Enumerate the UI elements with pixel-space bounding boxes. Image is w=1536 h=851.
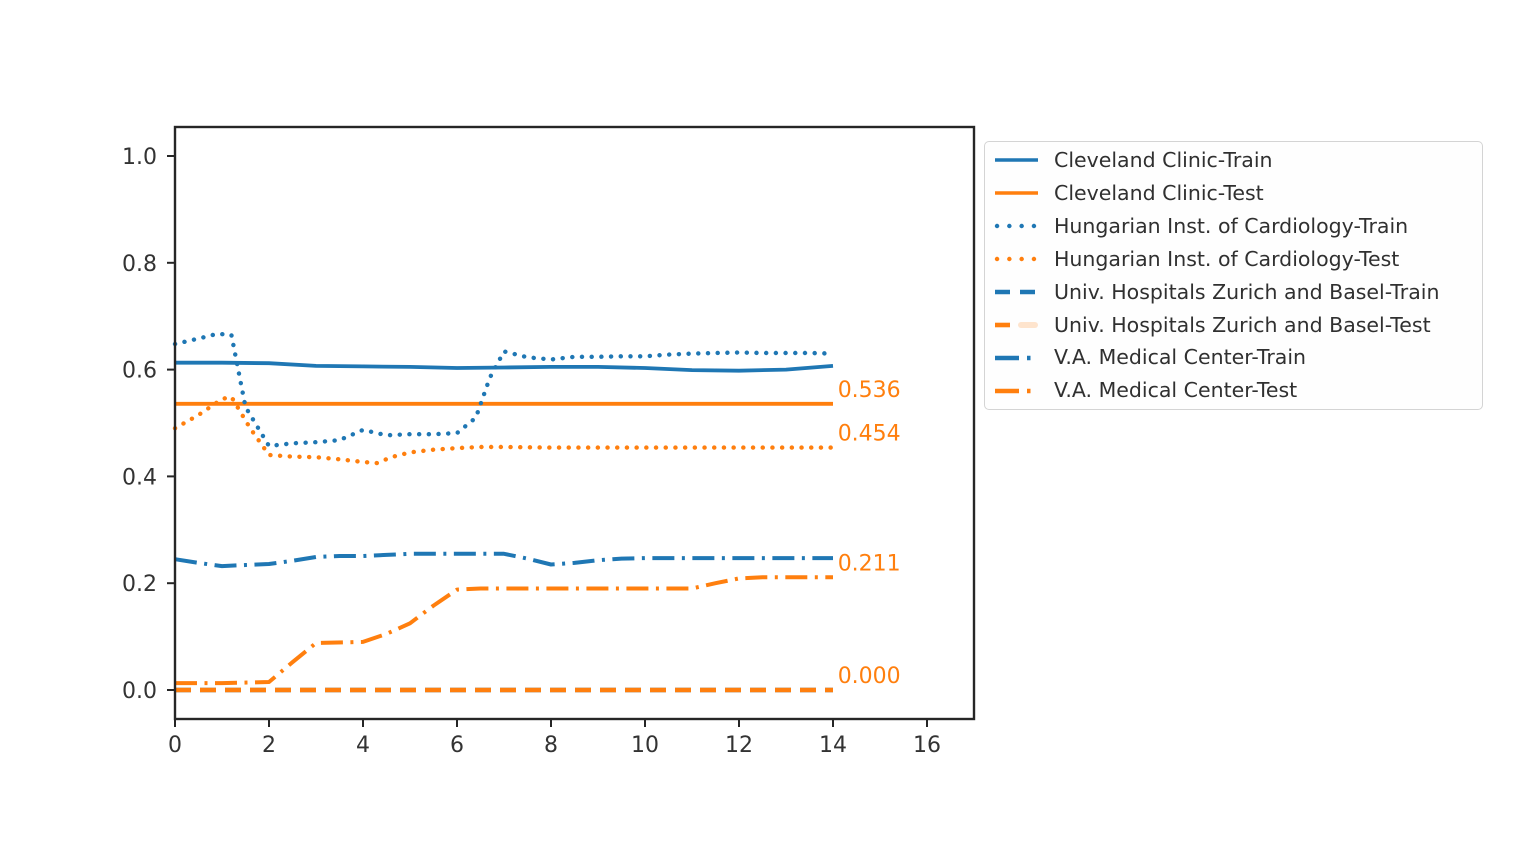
y-tick-label: 0.4 [122, 465, 157, 490]
legend-label: Univ. Hospitals Zurich and Basel-Train [1054, 279, 1440, 304]
x-tick-label: 2 [262, 733, 276, 758]
y-tick-label: 0.6 [122, 359, 157, 384]
annotation-0.211: 0.211 [838, 551, 901, 576]
y-tick-label: 0.2 [122, 572, 157, 597]
annotation-0.454: 0.454 [838, 422, 901, 447]
legend-label: Univ. Hospitals Zurich and Basel-Test [1054, 312, 1431, 337]
legend-item-v-a-medical-center-train: V.A. Medical Center-Train [994, 341, 1476, 374]
legend-label: Hungarian Inst. of Cardiology-Test [1054, 246, 1400, 271]
x-tick-label: 10 [631, 733, 659, 758]
legend-item-cleveland-clinic-test: Cleveland Clinic-Test [994, 177, 1476, 210]
series-lines [172, 331, 836, 693]
series-line-hungarian-inst-of-cardiology-test [172, 394, 836, 466]
solid-line-sample-icon [995, 191, 1038, 196]
x-tick-label: 6 [450, 733, 464, 758]
x-tick-label: 14 [819, 733, 847, 758]
solid-line-sample-icon [995, 158, 1038, 163]
plot-border [173, 125, 976, 721]
dashdot-line-sample-icon [995, 388, 1038, 393]
legend-item-hungarian-inst-of-cardiology-train: Hungarian Inst. of Cardiology-Train [994, 210, 1476, 243]
legend-label: Cleveland Clinic-Test [1054, 181, 1264, 206]
y-tick-label: 0.0 [122, 679, 157, 704]
dotted-line-sample-icon [994, 256, 1039, 262]
dashed-line-sample-icon [995, 321, 1038, 328]
legend-label: Hungarian Inst. of Cardiology-Train [1054, 213, 1409, 238]
x-tick-label: 4 [356, 733, 370, 758]
y-tick-label: 0.8 [122, 252, 157, 277]
series-line-cleveland-clinic-train [175, 360, 834, 373]
value-annotations: 0.536 0.454 0.211 0.000 [838, 378, 901, 689]
legend-item-cleveland-clinic-train: Cleveland Clinic-Train [994, 144, 1476, 177]
series-line-hungarian-inst-of-cardiology-train [172, 331, 836, 449]
dashdot-line-sample-icon [995, 355, 1038, 360]
legend-label: V.A. Medical Center-Test [1054, 378, 1298, 403]
y-tick-label: 1.0 [122, 145, 157, 170]
x-tick-label: 8 [544, 733, 558, 758]
x-tick-label: 12 [725, 733, 753, 758]
legend-label: V.A. Medical Center-Train [1054, 345, 1307, 370]
annotation-0.536: 0.536 [838, 378, 901, 403]
x-tick-label: 16 [913, 733, 941, 758]
x-tick-label: 0 [168, 733, 182, 758]
legend-box: Cleveland Clinic-Train Cleveland Clinic-T… [984, 141, 1483, 410]
annotation-0.000: 0.000 [838, 664, 901, 689]
legend-label: Cleveland Clinic-Train [1054, 148, 1273, 173]
series-line-v-a-medical-center-train [174, 551, 833, 569]
dotted-line-sample-icon [994, 223, 1039, 229]
legend-item-v-a-medical-center-test: V.A. Medical Center-Test [994, 374, 1476, 407]
series-line-v-a-medical-center-test [175, 575, 833, 686]
dashed-line-sample-icon [995, 289, 1038, 295]
legend-item-hungarian-inst-of-cardiology-test: Hungarian Inst. of Cardiology-Test [994, 243, 1476, 276]
legend-item-univ-hospitals-zurich-and-basel-test: Univ. Hospitals Zurich and Basel-Test [994, 308, 1476, 341]
legend-item-univ-hospitals-zurich-and-basel-train: Univ. Hospitals Zurich and Basel-Train [994, 276, 1476, 309]
axes: 0 2 4 6 8 10 12 14 16 0.0 0.2 0.4 0.6 0.8 1.0 [122, 125, 976, 758]
